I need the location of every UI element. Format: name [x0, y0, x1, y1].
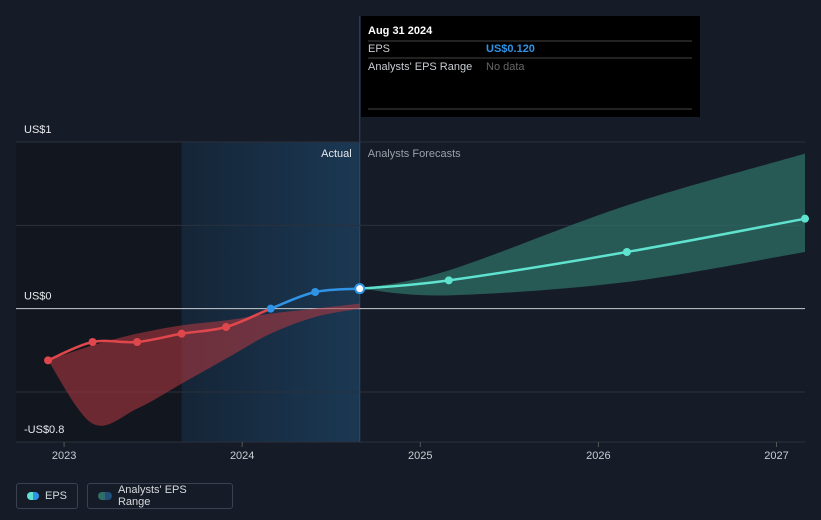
- legend-label: EPS: [44, 490, 67, 502]
- forecast-label: Analysts Forecasts: [368, 148, 461, 160]
- legend-item[interactable]: EPS: [16, 483, 78, 509]
- eps-point: [177, 329, 186, 338]
- tooltip-row-value: No data: [486, 61, 525, 73]
- forecast-point: [801, 214, 809, 223]
- tooltip-box: [361, 16, 700, 117]
- forecast-point: [444, 276, 453, 285]
- legend-label: Analysts' EPS Range: [117, 484, 187, 508]
- tooltip-row-label: Analysts' EPS Range: [368, 61, 472, 73]
- x-tick-label: 2026: [586, 450, 610, 462]
- forecast-point: [622, 248, 631, 256]
- forecast-range-area: [359, 153, 805, 296]
- forecast-line: [359, 217, 806, 290]
- eps-point: [44, 356, 53, 365]
- tooltip-row-value: US$0.120: [486, 43, 535, 55]
- x-tick-label: 2024: [230, 450, 254, 462]
- eps-point: [222, 323, 231, 331]
- eps-point: [133, 338, 142, 346]
- y-tick-label: US$0: [24, 291, 52, 303]
- eps-point: [354, 283, 366, 295]
- y-tick-label: -US$0.8: [24, 424, 64, 436]
- y-tick-label: US$1: [24, 124, 52, 136]
- tooltip-row-label: EPS: [368, 43, 390, 55]
- legend-swatch: [98, 492, 112, 500]
- actual-label: Actual: [321, 148, 352, 160]
- legend-item[interactable]: Analysts' EPS Range: [87, 483, 233, 509]
- x-tick-label: 2027: [764, 450, 788, 462]
- tooltip: Aug 31 2024 EPS US$0.120 Analysts' EPS R…: [361, 16, 700, 117]
- highlight-region: [181, 142, 360, 442]
- x-tick-label: 2023: [52, 450, 76, 462]
- x-tick-label: 2025: [408, 450, 432, 462]
- eps-point: [266, 304, 275, 313]
- tooltip-date: Aug 31 2024: [368, 25, 433, 37]
- legend-swatch: [27, 492, 39, 500]
- eps-point: [311, 288, 320, 296]
- past-range-area: [48, 303, 360, 426]
- eps-point: [88, 338, 97, 346]
